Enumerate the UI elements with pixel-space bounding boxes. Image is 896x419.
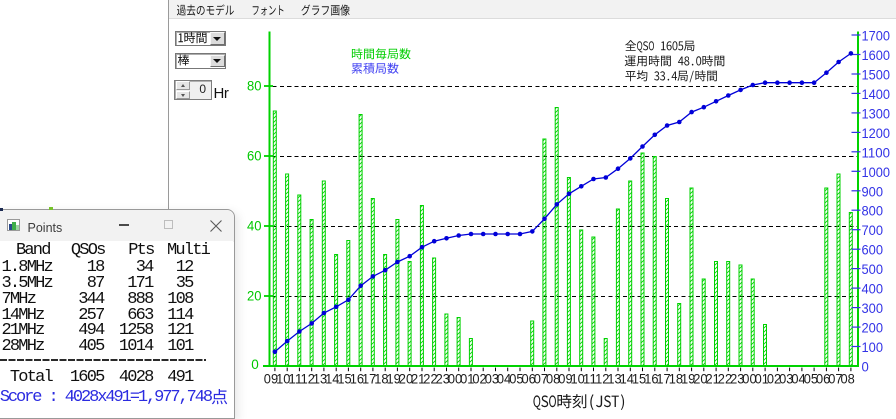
- svg-text:00: 00: [742, 371, 756, 387]
- svg-text:10: 10: [571, 371, 585, 387]
- svg-text:1600: 1600: [862, 48, 891, 63]
- svg-text:13: 13: [313, 371, 327, 387]
- svg-text:500: 500: [862, 262, 884, 277]
- svg-text:23: 23: [730, 371, 744, 387]
- svg-text:20: 20: [693, 371, 707, 387]
- svg-text:15: 15: [337, 371, 351, 387]
- svg-text:1400: 1400: [862, 87, 891, 102]
- svg-text:900: 900: [862, 184, 884, 199]
- svg-text:02: 02: [472, 371, 486, 387]
- svg-text:11: 11: [288, 371, 302, 387]
- svg-text:09: 09: [558, 371, 572, 387]
- svg-text:03: 03: [779, 371, 793, 387]
- svg-text:08: 08: [841, 371, 855, 387]
- svg-text:19: 19: [681, 371, 695, 387]
- svg-text:600: 600: [862, 243, 884, 258]
- svg-text:20: 20: [399, 371, 413, 387]
- svg-text:07: 07: [828, 371, 842, 387]
- svg-text:23: 23: [436, 371, 450, 387]
- svg-text:00: 00: [448, 371, 462, 387]
- svg-text:06: 06: [522, 371, 536, 387]
- svg-text:700: 700: [862, 223, 884, 238]
- svg-text:21: 21: [411, 371, 425, 387]
- svg-text:09: 09: [264, 371, 278, 387]
- svg-text:300: 300: [862, 301, 884, 316]
- svg-text:1000: 1000: [862, 165, 891, 180]
- svg-text:11: 11: [583, 371, 597, 387]
- svg-text:05: 05: [509, 371, 523, 387]
- svg-text:17: 17: [656, 371, 670, 387]
- svg-text:400: 400: [862, 282, 884, 297]
- svg-text:12: 12: [301, 371, 315, 387]
- svg-text:08: 08: [546, 371, 560, 387]
- svg-text:02: 02: [767, 371, 781, 387]
- svg-text:22: 22: [423, 371, 437, 387]
- svg-text:03: 03: [485, 371, 499, 387]
- svg-text:60: 60: [247, 149, 262, 164]
- svg-text:1200: 1200: [862, 126, 891, 141]
- svg-text:20: 20: [247, 289, 262, 304]
- svg-text:0: 0: [251, 357, 259, 372]
- svg-text:13: 13: [607, 371, 621, 387]
- svg-text:800: 800: [862, 204, 884, 219]
- svg-text:19: 19: [387, 371, 401, 387]
- svg-text:22: 22: [718, 371, 732, 387]
- svg-text:16: 16: [350, 371, 364, 387]
- svg-text:05: 05: [804, 371, 818, 387]
- svg-text:07: 07: [534, 371, 548, 387]
- svg-text:0: 0: [862, 360, 869, 375]
- svg-text:15: 15: [632, 371, 646, 387]
- svg-text:04: 04: [497, 371, 511, 387]
- svg-text:17: 17: [362, 371, 376, 387]
- svg-text:14: 14: [325, 371, 339, 387]
- svg-text:06: 06: [816, 371, 830, 387]
- svg-text:18: 18: [374, 371, 388, 387]
- svg-text:16: 16: [644, 371, 658, 387]
- svg-text:14: 14: [620, 371, 634, 387]
- svg-text:18: 18: [669, 371, 683, 387]
- svg-text:01: 01: [460, 371, 474, 387]
- svg-text:40: 40: [247, 219, 262, 234]
- svg-text:1700: 1700: [862, 29, 891, 44]
- svg-text:1100: 1100: [862, 145, 891, 160]
- svg-text:80: 80: [247, 79, 262, 94]
- svg-text:04: 04: [791, 371, 805, 387]
- svg-text:10: 10: [276, 371, 290, 387]
- svg-text:200: 200: [862, 321, 884, 336]
- svg-text:1300: 1300: [862, 106, 891, 121]
- svg-text:12: 12: [595, 371, 609, 387]
- svg-text:21: 21: [706, 371, 720, 387]
- svg-text:1500: 1500: [862, 68, 891, 83]
- svg-text:100: 100: [862, 340, 884, 355]
- svg-text:01: 01: [755, 371, 769, 387]
